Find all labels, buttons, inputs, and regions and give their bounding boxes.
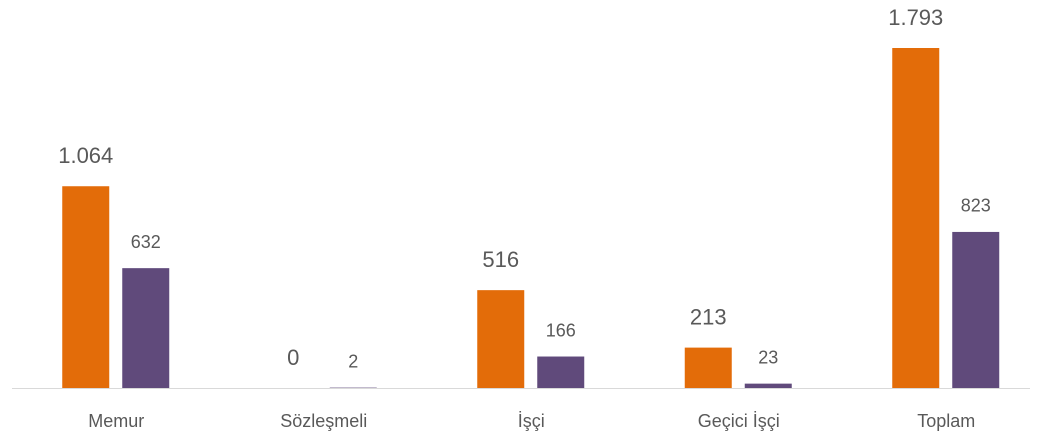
- bar: [952, 231, 1000, 388]
- data-label: 23: [758, 347, 778, 367]
- x-tick-label: Memur: [88, 411, 144, 431]
- x-tick-label: Geçici İşçi: [698, 411, 780, 431]
- data-label: 516: [482, 247, 519, 272]
- x-tick-label: Toplam: [917, 411, 975, 431]
- bar: [62, 186, 110, 388]
- bar: [537, 356, 585, 388]
- data-label: 213: [690, 304, 727, 329]
- data-label: 1.064: [58, 143, 113, 168]
- data-label: 2: [348, 351, 358, 371]
- x-tick-label: İşçi: [518, 411, 545, 431]
- bar: [892, 48, 940, 388]
- data-label: 632: [131, 232, 161, 252]
- bar: [684, 347, 732, 388]
- data-label: 0: [287, 345, 299, 370]
- x-tick-label: Sözleşmeli: [280, 411, 367, 431]
- data-label: 823: [961, 196, 991, 216]
- data-label: 1.793: [888, 5, 943, 30]
- bar: [122, 268, 170, 388]
- bar: [477, 290, 525, 388]
- data-label: 166: [546, 320, 576, 340]
- bar: [744, 383, 792, 388]
